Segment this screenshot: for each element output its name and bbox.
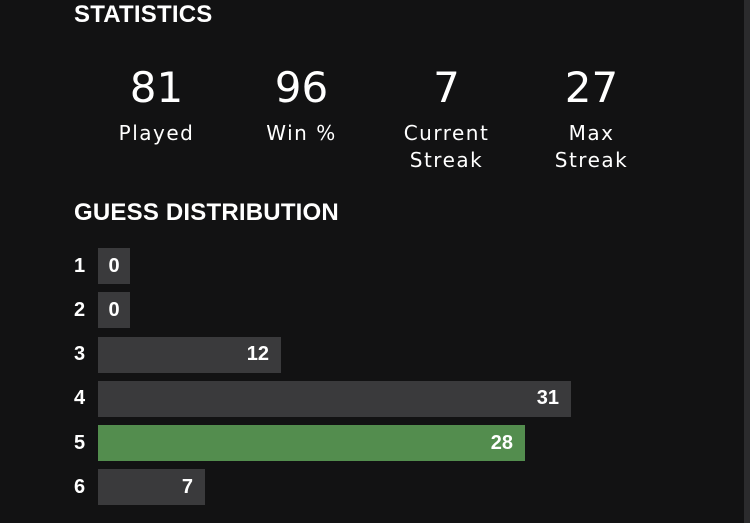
distribution-row: 2 0 <box>74 292 714 329</box>
stat-max-streak-label: Max Streak <box>554 121 629 172</box>
guess-number: 4 <box>74 387 86 410</box>
distribution-bar: 7 <box>98 469 205 506</box>
stat-current-streak-value: 7 <box>433 63 460 112</box>
stat-win-percent: 96 Win % <box>229 62 374 174</box>
stat-current-streak-label: Current Streak <box>403 121 490 172</box>
distribution-count: 7 <box>181 475 193 498</box>
stat-played-label: Played <box>118 121 195 145</box>
guess-number: 2 <box>74 298 86 321</box>
distribution-bar: 12 <box>98 336 281 373</box>
distribution-row: 6 7 <box>74 469 714 506</box>
guess-number: 6 <box>74 475 86 498</box>
distribution-bar: 31 <box>98 380 571 417</box>
statistics-heading: STATISTICS <box>74 1 213 28</box>
distribution-count: 0 <box>108 298 120 321</box>
stats-row: 81 Played 96 Win % 7 Current Streak 27 M… <box>84 62 664 174</box>
distribution-bar: 0 <box>98 248 130 284</box>
distribution-bar: 0 <box>98 292 130 329</box>
guess-number: 3 <box>74 343 86 366</box>
stat-win-percent-value: 96 <box>274 63 329 112</box>
guess-number: 5 <box>74 431 86 454</box>
guess-number: 1 <box>74 254 86 277</box>
distribution-bar: 28 <box>98 425 525 462</box>
distribution-row: 4 31 <box>74 380 714 417</box>
stat-played-value: 81 <box>129 63 184 112</box>
panel-edge <box>744 0 750 523</box>
distribution-count: 12 <box>246 343 269 366</box>
distribution-row: 5 28 <box>74 425 714 462</box>
distribution-row: 3 12 <box>74 336 714 373</box>
stat-max-streak: 27 Max Streak <box>519 62 664 174</box>
distribution-count: 28 <box>490 431 513 454</box>
distribution-row: 1 0 <box>74 248 714 284</box>
guess-distribution: 1 0 2 0 3 12 4 31 5 28 <box>74 248 714 514</box>
distribution-count: 31 <box>536 387 559 410</box>
guess-distribution-heading: GUESS DISTRIBUTION <box>74 199 339 226</box>
stat-played: 81 Played <box>84 62 229 174</box>
stat-max-streak-value: 27 <box>564 63 619 112</box>
stat-current-streak: 7 Current Streak <box>374 62 519 174</box>
distribution-count: 0 <box>108 254 120 277</box>
stat-win-percent-label: Win % <box>266 121 337 145</box>
